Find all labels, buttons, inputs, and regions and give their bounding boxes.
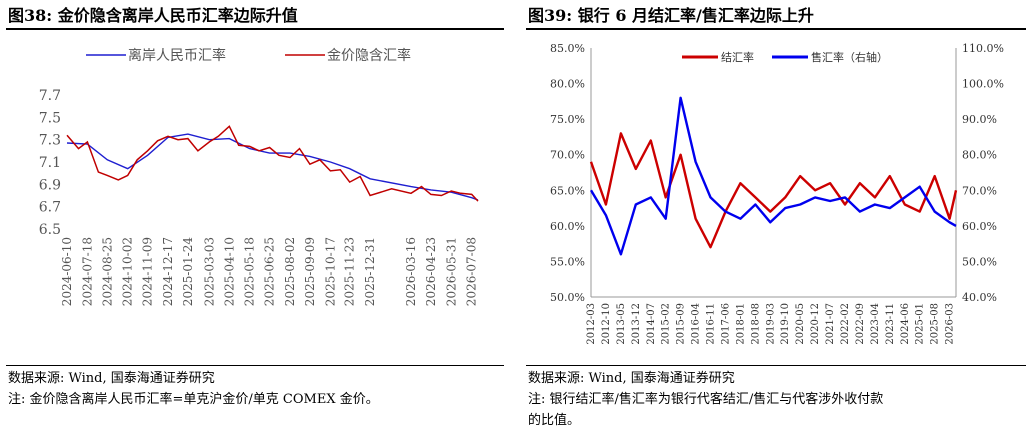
x-tick-label: 2024-12-17: [161, 237, 175, 306]
y-tick-label: 6.5: [39, 222, 61, 238]
x-tick-label: 2020-12: [810, 303, 821, 345]
x-tick-label: 2018-01: [735, 303, 746, 345]
right-left-axis: 50.0% 55.0% 60.0% 65.0% 70.0% 75.0% 80.0% 85.0%: [550, 42, 585, 304]
left-source: 数据来源: Wind, 国泰海通证券研究: [8, 371, 215, 386]
right-legend: 结汇率 售汇率（右轴）: [682, 50, 888, 64]
y-tick-label: 7.5: [39, 110, 61, 126]
right-y-tick-label: 40.0%: [962, 291, 997, 304]
right-y-tick-label: 110.0%: [962, 42, 1004, 55]
x-tick-label: 2025-08: [930, 303, 941, 345]
legend-label-gold-implied: 金价隐含汇率: [327, 47, 411, 64]
x-tick-label: 2016-11: [706, 303, 717, 345]
x-tick-label: 2019-03: [765, 303, 776, 345]
y-tick-label: 6.9: [39, 177, 61, 193]
x-tick-label: 2025-09-09: [303, 237, 317, 306]
left-y-tick-label: 60.0%: [550, 220, 585, 233]
x-tick-label: 2015-09: [676, 303, 687, 345]
y-tick-label: 6.7: [39, 200, 61, 216]
line-gold-implied: [66, 125, 479, 202]
x-tick-label: 2025-04-10: [222, 237, 236, 306]
x-tick-label: 2024-07-18: [80, 237, 94, 306]
y-tick-label: 7.1: [39, 155, 61, 171]
x-tick-label: 2019-10: [780, 303, 791, 345]
right-y-tick-label: 100.0%: [962, 78, 1004, 91]
right-y-tick-label: 90.0%: [962, 113, 997, 126]
left-y-tick-label: 70.0%: [550, 149, 585, 162]
right-note-line2: 的比值。: [528, 413, 581, 428]
left-chart: 离岸人民币汇率 金价隐含汇率 6.5 6.7 6.9 7.1 7.3 7.5 7.7 202…: [39, 47, 479, 307]
x-tick-label: 2024-10-02: [121, 237, 135, 306]
legend-label-offshore-cny: 离岸人民币汇率: [128, 47, 226, 64]
right-source-rule: [526, 365, 1026, 366]
x-tick-label: 2024-06-10: [60, 237, 74, 306]
x-tick-label: 2025-01: [915, 303, 926, 345]
right-series: [589, 48, 958, 298]
left-source-rule: [6, 365, 504, 366]
left-y-tick-label: 65.0%: [550, 184, 585, 197]
x-tick-label: 2025-03-03: [202, 237, 216, 306]
line-settlement-rate: [589, 132, 958, 249]
right-figure-title: 图39: 银行 6 月结汇率/售汇率边际上升: [528, 6, 814, 25]
x-tick-label: 2023-04: [870, 303, 881, 345]
x-tick-label: 2020-05: [795, 303, 806, 345]
x-tick-label: 2026-05-31: [444, 237, 458, 306]
right-y-tick-label: 50.0%: [962, 255, 997, 268]
left-note: 注: 金价隐含离岸人民币汇率=单克沪金价/单克 COMEX 金价。: [8, 392, 379, 407]
right-y-tick-label: 60.0%: [962, 220, 997, 233]
legend-label-settlement: 结汇率: [721, 50, 754, 64]
y-tick-label: 7.3: [39, 133, 61, 149]
y-tick-label: 7.7: [39, 88, 61, 104]
right-note-line1: 注: 银行结汇率/售汇率为银行代客结汇/售汇与代客涉外收付款: [528, 392, 884, 407]
x-tick-label: 2016-04: [691, 303, 702, 345]
x-tick-label: 2013-12: [631, 303, 642, 345]
x-tick-label: 2017-06: [720, 303, 731, 345]
x-tick-label: 2024-06: [900, 303, 911, 345]
right-chart: 结汇率 售汇率（右轴） 50.0% 55.0% 60.0% 65.0% 70.0% 75.…: [550, 42, 1004, 345]
right-y-tick-label: 70.0%: [962, 184, 997, 197]
x-tick-label: 2025-05-18: [243, 237, 257, 306]
right-title-rule: [526, 28, 1026, 30]
x-tick-label: 2015-02: [661, 303, 672, 345]
right-x-axis: 2012-03 2012-10 2013-05 2013-12 2014-07 2015-…: [586, 303, 956, 345]
x-tick-label: 2025-01-24: [181, 237, 195, 307]
x-tick-label: 2012-10: [601, 303, 612, 345]
x-tick-label: 2025-12-31: [363, 237, 377, 306]
x-tick-label: 2024-08-25: [100, 237, 114, 306]
legend-label-sales: 售汇率（右轴）: [811, 50, 888, 64]
left-title-rule: [6, 28, 504, 30]
left-series: [66, 125, 479, 202]
x-tick-label: 2025-08-02: [283, 237, 297, 306]
left-y-tick-label: 85.0%: [550, 42, 585, 55]
x-tick-label: 2021-07: [825, 303, 836, 345]
left-legend: 离岸人民币汇率 金价隐含汇率: [86, 47, 411, 64]
x-tick-label: 2014-07: [646, 303, 657, 345]
x-tick-label: 2026-03-16: [404, 237, 418, 306]
x-tick-label: 2025-10-17: [323, 237, 337, 306]
left-x-axis: 2024-06-10 2024-07-18 2024-08-25 2024-10-02…: [60, 237, 479, 307]
x-tick-label: 2026-07-08: [465, 237, 479, 306]
left-figure-title: 图38: 金价隐含离岸人民币汇率边际升值: [8, 6, 298, 25]
left-y-tick-label: 75.0%: [550, 113, 585, 126]
x-tick-label: 2026-04-23: [424, 237, 438, 306]
x-tick-label: 2022-02: [840, 303, 851, 345]
left-y-tick-label: 55.0%: [550, 255, 585, 268]
x-tick-label: 2022-09: [855, 303, 866, 345]
x-tick-label: 2025-06-25: [263, 237, 277, 306]
x-tick-label: 2012-03: [586, 303, 597, 345]
right-right-axis: 40.0% 50.0% 60.0% 70.0% 80.0% 90.0% 100.0% 110.…: [962, 42, 1004, 304]
right-source: 数据来源: Wind, 国泰海通证券研究: [528, 371, 735, 386]
x-tick-label: 2024-11-09: [141, 237, 155, 306]
x-tick-label: 2025-11-23: [343, 237, 357, 306]
x-tick-label: 2018-08: [750, 303, 761, 345]
x-tick-label: 2026-03: [945, 303, 956, 345]
left-y-tick-label: 80.0%: [550, 78, 585, 91]
left-y-tick-label: 50.0%: [550, 291, 585, 304]
x-tick-label: 2023-11: [885, 303, 896, 345]
line-sales-rate: [589, 96, 957, 256]
x-tick-label: 2013-05: [616, 303, 627, 345]
right-y-tick-label: 80.0%: [962, 149, 997, 162]
left-y-axis: 6.5 6.7 6.9 7.1 7.3 7.5 7.7: [39, 88, 61, 238]
